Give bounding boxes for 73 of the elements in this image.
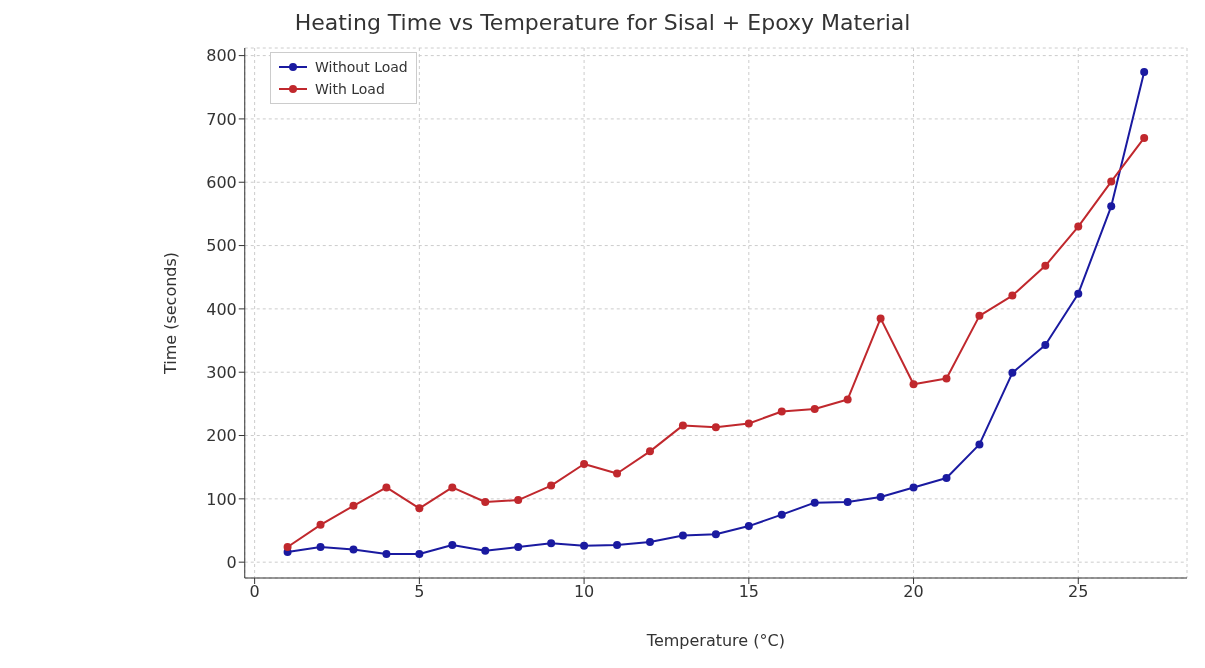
point	[613, 541, 622, 550]
point	[777, 510, 786, 519]
x-tick-label: 10	[573, 582, 595, 602]
x-tick-label: 0	[249, 582, 260, 602]
point	[481, 546, 490, 555]
point	[283, 542, 292, 551]
point	[1107, 202, 1116, 211]
x-tick-label: 15	[738, 582, 759, 602]
point	[1074, 289, 1083, 298]
y-tick-label: 500	[206, 236, 237, 256]
y-axis-title: Time (seconds)	[161, 251, 181, 376]
point	[613, 469, 622, 478]
point	[415, 549, 424, 558]
point	[777, 407, 786, 416]
point	[1041, 261, 1050, 270]
point	[415, 504, 424, 513]
point	[1008, 368, 1017, 377]
y-tick-label: 0	[226, 552, 237, 572]
point	[1140, 68, 1149, 77]
point	[843, 498, 852, 507]
point	[547, 539, 556, 548]
point	[382, 549, 391, 558]
point	[810, 404, 819, 413]
point	[382, 483, 391, 492]
y-tick-label: 400	[206, 299, 237, 319]
point	[744, 419, 753, 428]
point	[975, 311, 984, 320]
point	[711, 530, 720, 539]
x-tick-label: 5	[414, 582, 425, 602]
point	[975, 440, 984, 449]
legend-label: With Load	[315, 81, 385, 97]
point	[316, 520, 325, 529]
point	[448, 541, 457, 550]
y-tick-label: 300	[206, 362, 237, 382]
point	[645, 447, 654, 456]
x-tick-label: 25	[1068, 582, 1089, 602]
point	[547, 481, 556, 490]
point	[580, 541, 589, 550]
point	[843, 395, 852, 404]
point	[645, 537, 654, 546]
x-axis-title: Temperature (°C)	[645, 631, 785, 650]
point	[1008, 291, 1017, 300]
point	[514, 542, 523, 551]
point	[876, 492, 885, 501]
point	[909, 380, 918, 389]
y-tick-label: 600	[206, 172, 237, 192]
point	[942, 374, 951, 383]
point	[481, 498, 490, 507]
point	[678, 531, 687, 540]
point	[349, 545, 358, 554]
point	[1140, 133, 1149, 142]
chart-title: Heating Time vs Temperature for Sisal + Epoxy Material	[293, 9, 912, 37]
point	[1041, 340, 1050, 349]
point	[678, 421, 687, 430]
y-tick-label: 800	[206, 46, 237, 66]
point	[349, 501, 358, 510]
legend-label: Without Load	[315, 59, 408, 75]
y-tick-label: 700	[206, 109, 237, 129]
point	[876, 314, 885, 323]
y-tick-label: 100	[206, 489, 237, 509]
point	[514, 496, 523, 505]
x-tick-label: 20	[903, 582, 924, 602]
point	[448, 483, 457, 492]
point	[942, 473, 951, 482]
point	[711, 423, 720, 432]
point	[580, 460, 589, 469]
point	[1107, 177, 1116, 186]
point	[744, 522, 753, 531]
y-tick-label: 200	[206, 426, 237, 446]
point	[316, 542, 325, 551]
point	[810, 498, 819, 507]
point	[909, 483, 918, 492]
point	[1074, 222, 1083, 231]
